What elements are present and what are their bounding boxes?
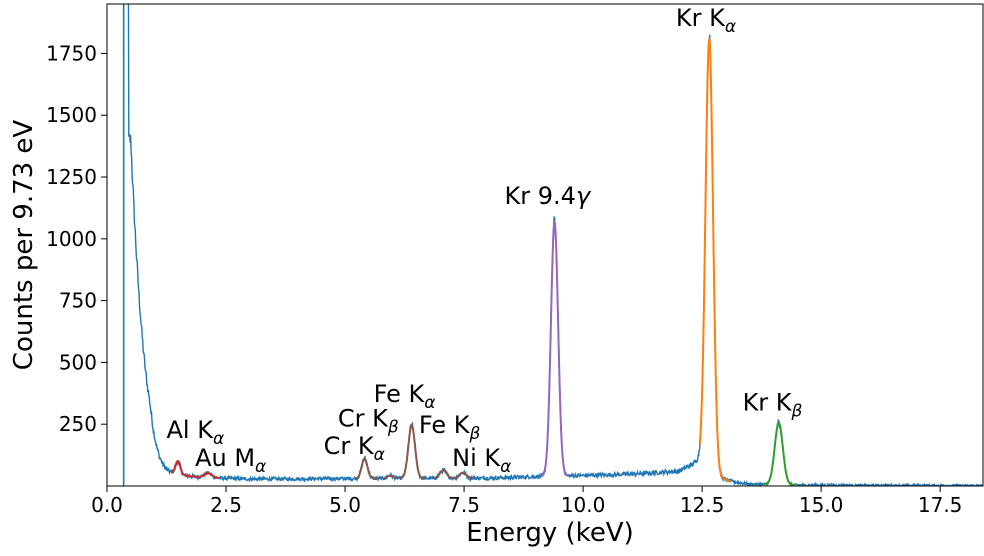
y-tick-label: 1250 [46, 165, 97, 189]
y-axis-title: Counts per 9.73 eV [9, 120, 39, 371]
x-tick-label: 17.5 [918, 493, 963, 517]
peak-fit-ni-ka [452, 471, 474, 480]
peak-fit-fe-kb [432, 469, 453, 480]
y-tick-label: 250 [59, 412, 97, 436]
x-tick-label: 0.0 [91, 493, 123, 517]
annotation-al-ka: Al Kα [167, 416, 225, 449]
annotation-fe-ka: Fe Kα [374, 380, 436, 413]
peak-fit-fe-ka [399, 424, 426, 480]
plot-area [122, 4, 983, 486]
annotation-kr-ka: Kr Kα [676, 4, 736, 37]
annotation-ni-ka: Ni Kα [452, 444, 511, 477]
annotation-cr-ka: Cr Kα [324, 432, 385, 465]
peak-fit-cr-ka [354, 457, 379, 480]
annotation-kr-94: Kr 9.4γ [505, 182, 592, 210]
axes: 0.0 2.5 5.0 7.5 10.0 12.5 15.0 17.5 250 500 750 100… [46, 3, 984, 517]
axes-frame [106, 3, 984, 487]
x-tick-label: 15.0 [799, 493, 844, 517]
annotation-kr-kb: Kr Kβ [743, 389, 803, 422]
y-tick-label: 1750 [46, 41, 97, 65]
y-tick-label: 500 [59, 350, 97, 374]
peak-fit-kr-kb [763, 421, 795, 486]
x-tick-label: 7.5 [448, 493, 480, 517]
peak-fit-cr-kb [383, 474, 398, 480]
peak-fit-kr-9-4 [540, 219, 569, 478]
annotation-au-ma: Au Mα [195, 444, 266, 477]
x-tick-label: 10.0 [561, 493, 606, 517]
y-tick-label: 1500 [46, 103, 97, 127]
y-tick-label: 750 [59, 289, 97, 313]
peak-fit-kr-ka [698, 36, 731, 482]
y-tick-label: 1000 [46, 227, 97, 251]
annotation-cr-kb: Cr Kβ [338, 405, 399, 438]
peak-fit-al [171, 460, 191, 478]
x-tick-label: 5.0 [329, 493, 361, 517]
spectrum-line [127, 4, 983, 486]
annotation-fe-kb: Fe Kβ [419, 411, 481, 444]
x-tick-label: 12.5 [680, 493, 725, 517]
x-axis-title: Energy (keV) [466, 518, 634, 548]
x-tick-label: 2.5 [210, 493, 242, 517]
peak-fit-au [190, 472, 219, 479]
